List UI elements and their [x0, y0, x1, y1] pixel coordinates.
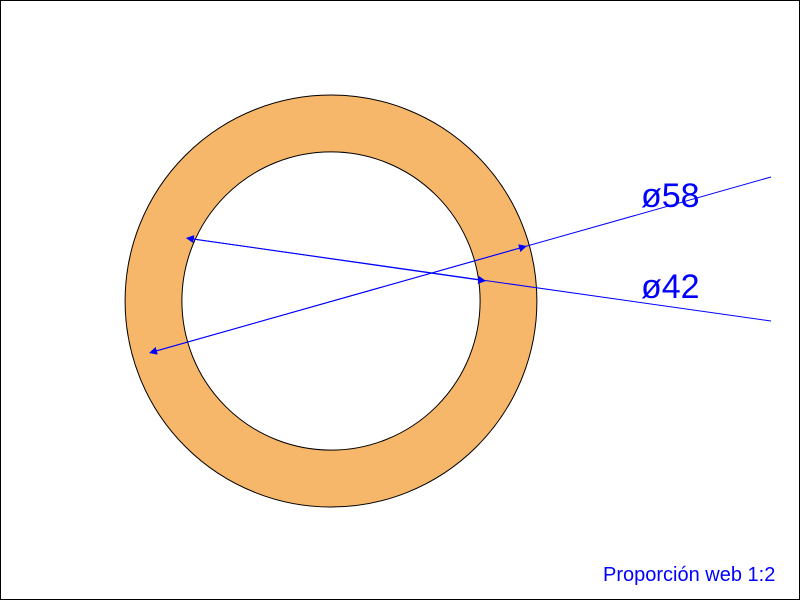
diagram-svg: ø58 ø42 Proporción web 1:2 [1, 1, 800, 600]
outer-diameter-label: ø58 [641, 177, 700, 215]
proportion-footer: Proporción web 1:2 [603, 564, 775, 586]
inner-diameter-label: ø42 [641, 268, 700, 306]
diagram-stage: ø58 ø42 Proporción web 1:2 [0, 0, 800, 600]
